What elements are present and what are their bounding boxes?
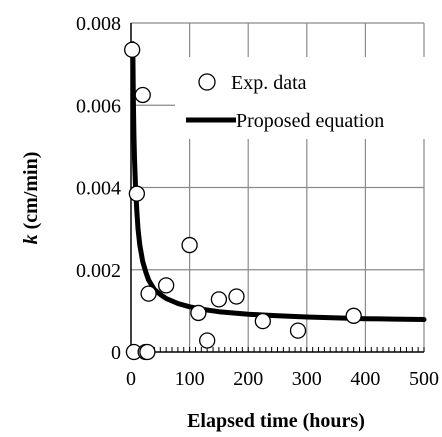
exp-data-point xyxy=(289,322,307,339)
exp-data-point xyxy=(181,236,198,254)
exp-data-point xyxy=(128,185,146,202)
x-tick-label: 300 xyxy=(292,368,322,390)
legend-label-proposed-equation: Proposed equation xyxy=(236,110,384,132)
y-tick-label: 0.002 xyxy=(76,260,121,282)
exp-data-point xyxy=(210,291,228,308)
exp-data-point xyxy=(345,307,362,324)
legend: Exp. data Proposed equation xyxy=(175,57,440,139)
x-tick-label: 500 xyxy=(409,368,439,390)
y-tick-labels: 0 0.002 0.004 0.006 0.008 xyxy=(76,13,121,364)
x-axis-title: Elapsed time (hours) xyxy=(187,410,365,432)
legend-label-exp-data: Exp. data xyxy=(231,72,307,94)
y-axis-title-unit: (cm/min) xyxy=(20,152,42,235)
x-tick-label: 200 xyxy=(233,368,263,390)
exp-data-point xyxy=(158,277,175,294)
exp-data-point xyxy=(140,285,157,302)
exp-data-point xyxy=(124,41,141,58)
x-tick-label: 400 xyxy=(350,368,380,390)
exp-data-point xyxy=(254,313,272,330)
x-tick-label: 100 xyxy=(175,368,205,390)
exp-data-point xyxy=(199,332,216,349)
exp-data-point xyxy=(190,304,207,322)
x-tick-label: 0 xyxy=(126,368,136,390)
exp-data-points xyxy=(124,41,362,361)
exp-data-point xyxy=(134,86,151,104)
y-axis-title-symbol: k xyxy=(20,234,42,244)
y-tick-label: 0.004 xyxy=(76,178,121,200)
exp-data-point xyxy=(139,343,156,361)
x-tick-labels: 0 100 200 300 400 500 xyxy=(126,368,439,390)
legend-marker-exp-data xyxy=(198,73,216,91)
y-tick-label: 0.008 xyxy=(76,13,121,35)
legend-box xyxy=(175,57,440,139)
y-tick-label: 0.006 xyxy=(76,95,121,117)
y-tick-label: 0 xyxy=(111,342,121,364)
y-axis-title: k (cm/min) xyxy=(20,152,42,245)
exp-data-point xyxy=(228,288,245,305)
